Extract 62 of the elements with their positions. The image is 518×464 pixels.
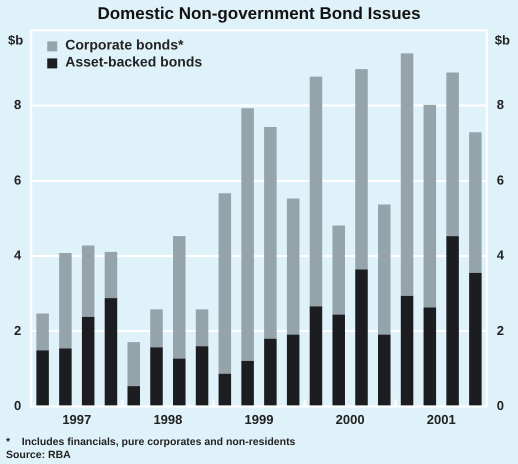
y2-tick-label: 8 (496, 97, 504, 112)
x-tick-label: 2001 (426, 412, 456, 427)
bar (218, 374, 232, 406)
y2-tick-label: 0 (496, 398, 504, 413)
x-tick-label: 1998 (153, 412, 182, 427)
bar (332, 226, 345, 315)
bar (59, 252, 72, 348)
y2-tick-label: 4 (496, 248, 505, 263)
bar (150, 347, 163, 406)
bar (196, 309, 208, 346)
x-tick-label: 2000 (336, 412, 365, 427)
chart-title: Domestic Non-government Bond Issues (97, 4, 421, 23)
bar (355, 270, 368, 406)
y-tick-label: 2 (14, 322, 22, 338)
bar (127, 342, 140, 386)
bar (82, 245, 94, 317)
y2-tick-label: 2 (496, 322, 504, 338)
y-tick-label: 0 (14, 398, 22, 413)
bar (241, 108, 254, 361)
y-tick-label: 8 (14, 97, 22, 112)
bar (424, 104, 436, 308)
y-tick-label: 4 (14, 248, 22, 263)
bar (264, 338, 277, 406)
bar (150, 309, 163, 348)
bar (378, 204, 391, 335)
bar (378, 334, 391, 406)
bar (196, 346, 208, 406)
bar (104, 298, 118, 406)
y-tick-label: 6 (14, 172, 22, 188)
bar (173, 358, 186, 406)
bar (286, 334, 300, 406)
bar (332, 314, 345, 406)
text: * Includes financials, pure corporates and non-residents (6, 436, 296, 448)
bar (36, 350, 49, 406)
bar (59, 348, 72, 406)
y2-tick-label: 6 (496, 172, 504, 188)
bar (241, 360, 254, 406)
bar (355, 69, 368, 270)
bar (469, 132, 482, 273)
bar (36, 314, 49, 350)
bar (127, 386, 140, 406)
bar (310, 306, 322, 406)
bar (104, 252, 118, 298)
x-tick-label: 1997 (62, 412, 92, 427)
bar (173, 236, 186, 359)
bar (446, 236, 459, 406)
y-axis-title: $b (8, 32, 24, 48)
bar (310, 76, 322, 306)
bar (400, 296, 414, 406)
x-tick-label: 1999 (244, 412, 274, 427)
bar (286, 198, 300, 335)
legend-label: Asset-backed bonds (65, 53, 202, 70)
legend-label: Corporate bonds* (65, 36, 184, 52)
bar (82, 316, 94, 406)
bar (424, 308, 436, 406)
bar (469, 272, 482, 406)
source-note: Source: RBA (6, 449, 72, 462)
bar (264, 127, 277, 339)
bar (446, 72, 459, 236)
bar (218, 193, 232, 374)
y2-axis-title: $b (494, 32, 510, 48)
bar (400, 53, 414, 296)
